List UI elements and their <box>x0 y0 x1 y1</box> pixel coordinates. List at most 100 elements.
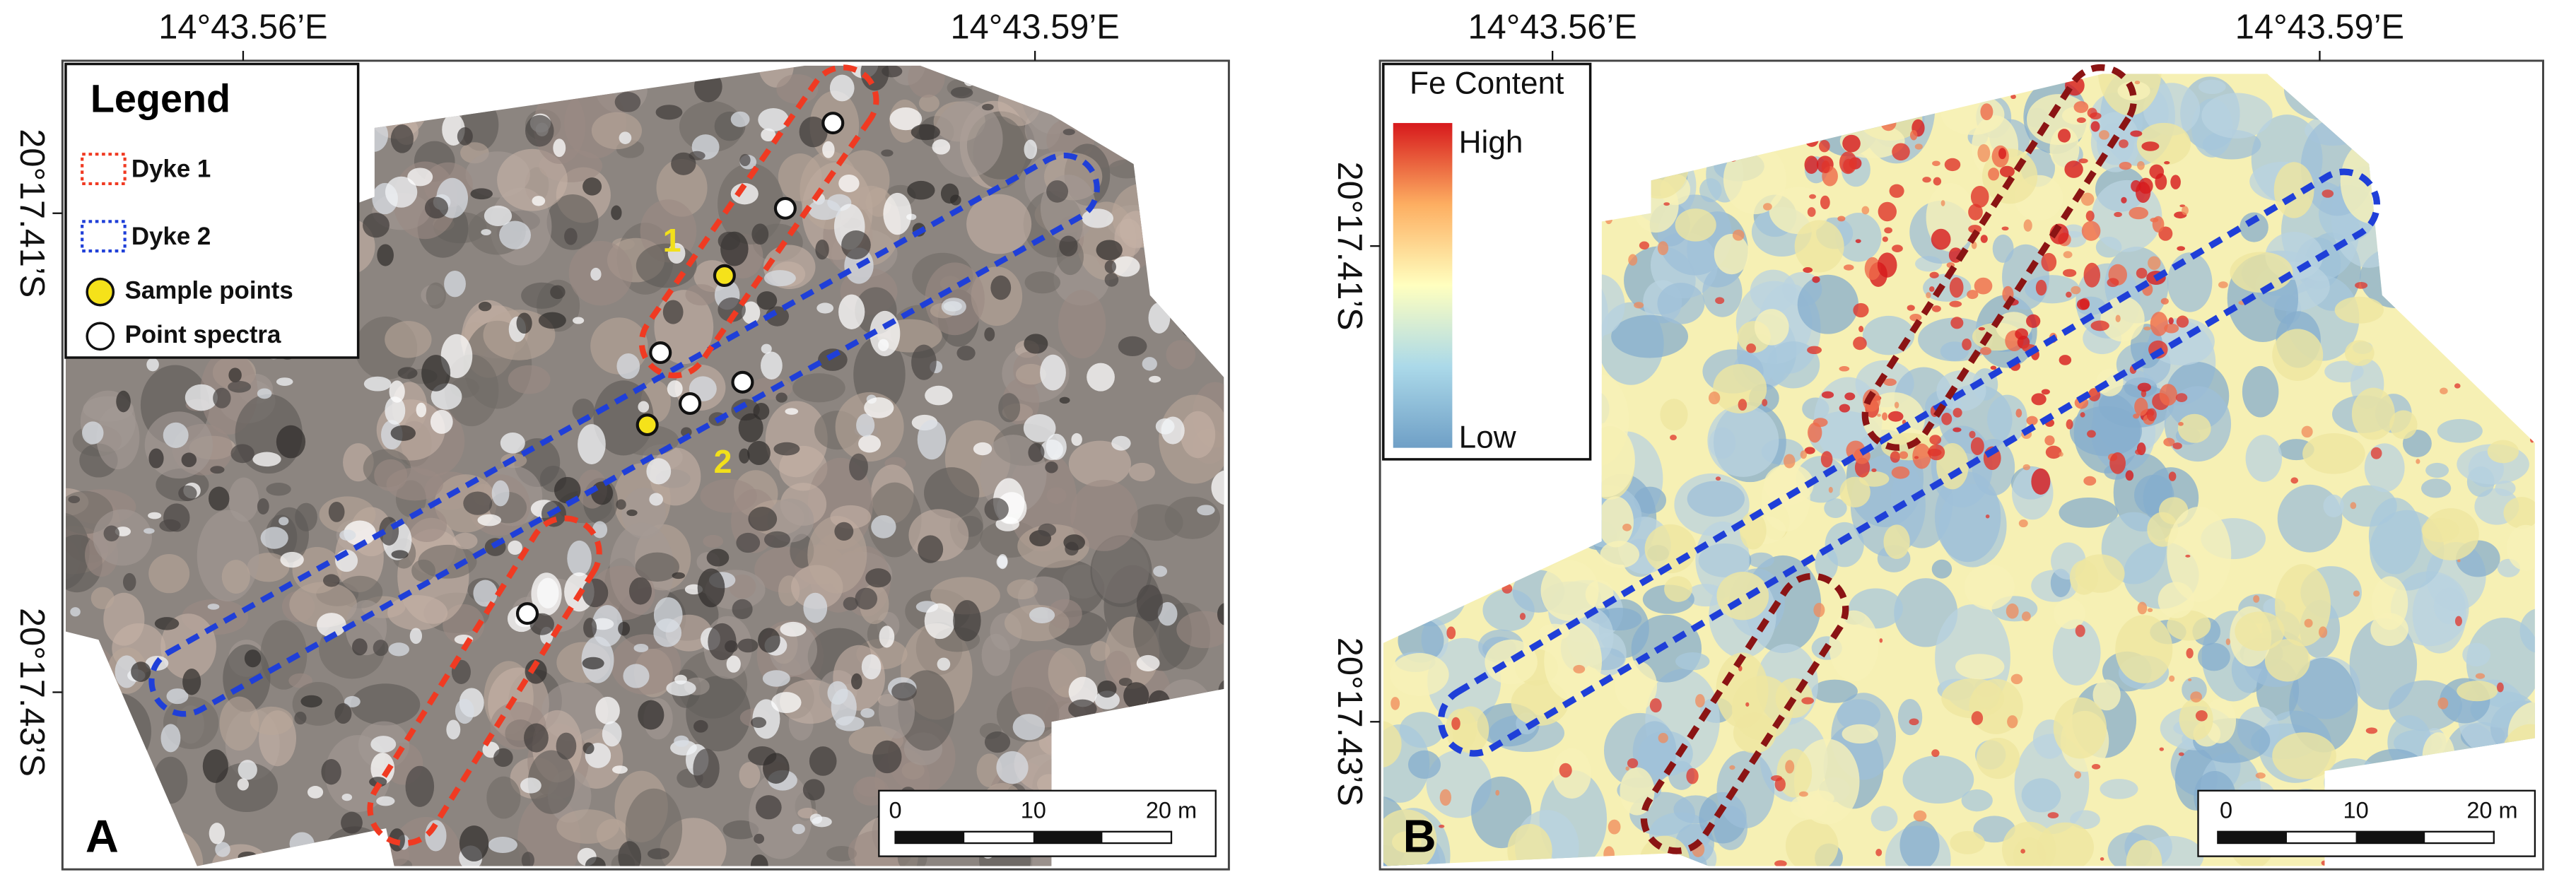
panel-label: B <box>1403 811 1436 862</box>
texture <box>1068 440 1131 487</box>
texture <box>726 655 741 673</box>
texture <box>1627 758 1639 769</box>
texture <box>2370 613 2408 647</box>
texture <box>2290 477 2299 484</box>
texture <box>956 346 976 361</box>
texture <box>148 448 164 469</box>
texture <box>706 548 730 567</box>
texture <box>2066 291 2072 298</box>
texture <box>207 604 220 610</box>
texture <box>2198 79 2226 94</box>
point-spectrum <box>821 112 845 135</box>
texture <box>508 365 551 394</box>
texture <box>739 448 750 464</box>
texture <box>1890 451 1900 463</box>
texture <box>1969 430 1976 439</box>
texture <box>737 638 759 653</box>
texture <box>1855 239 1861 243</box>
texture <box>144 528 155 534</box>
texture <box>763 753 790 784</box>
texture <box>2167 506 2232 603</box>
texture <box>524 723 549 753</box>
texture <box>1812 276 1820 283</box>
texture <box>2092 180 2162 252</box>
texture <box>2185 554 2191 558</box>
texture <box>2225 638 2231 645</box>
texture <box>1598 496 1634 548</box>
texture <box>385 396 406 425</box>
texture <box>409 628 423 645</box>
texture <box>626 510 638 517</box>
texture <box>647 848 669 859</box>
texture <box>2507 524 2535 571</box>
texture <box>1940 200 1945 206</box>
texture <box>341 811 363 834</box>
texture <box>387 595 448 630</box>
texture <box>1059 235 1078 257</box>
texture <box>279 517 289 526</box>
texture <box>693 719 708 733</box>
texture <box>1045 461 1058 474</box>
texture <box>1118 336 1147 357</box>
texture <box>1391 697 1400 710</box>
texture <box>2083 262 2101 288</box>
texture <box>1197 505 1215 516</box>
texture <box>2275 564 2331 647</box>
texture <box>373 640 389 657</box>
texture <box>1090 535 1152 607</box>
texture <box>2487 440 2519 464</box>
texture <box>411 559 436 582</box>
texture <box>1794 220 1844 273</box>
texture <box>2002 244 2049 310</box>
texture <box>1798 791 1808 797</box>
texture <box>228 477 259 522</box>
texture <box>390 425 416 441</box>
texture <box>1899 820 1940 866</box>
texture <box>871 515 896 539</box>
texture <box>2240 212 2268 242</box>
texture <box>228 380 252 393</box>
texture <box>2063 251 2073 259</box>
texture <box>491 480 510 507</box>
texture <box>623 664 650 688</box>
point-spectrum <box>515 602 539 625</box>
texture <box>582 578 609 608</box>
texture <box>2088 388 2101 402</box>
texture <box>1870 806 1898 832</box>
texture <box>2137 601 2148 615</box>
texture <box>1949 277 1964 298</box>
texture <box>940 183 959 204</box>
legend-low: Low <box>1459 420 1516 455</box>
texture <box>2119 139 2129 148</box>
texture <box>1695 694 1705 708</box>
texture <box>1892 245 1903 252</box>
texture <box>2190 691 2202 702</box>
texture <box>1990 365 1997 370</box>
texture <box>488 837 517 854</box>
texture <box>2021 611 2031 622</box>
texture <box>307 786 324 799</box>
texture <box>430 409 453 434</box>
texture <box>481 229 491 236</box>
texture <box>421 355 451 392</box>
texture <box>2159 747 2165 751</box>
texture <box>1519 613 1526 620</box>
texture <box>260 527 288 549</box>
texture <box>1970 437 1984 456</box>
point-spectrum <box>649 341 672 365</box>
texture <box>1176 611 1224 649</box>
texture <box>182 669 201 695</box>
texture <box>160 724 181 753</box>
texture <box>2049 127 2080 170</box>
texture <box>582 742 595 755</box>
texture <box>1891 466 1910 479</box>
texture <box>446 719 461 740</box>
texture <box>1383 809 1437 866</box>
texture <box>1399 712 1444 748</box>
texture <box>829 74 855 102</box>
texture <box>1811 679 1858 703</box>
dyke-1-outline <box>638 64 879 379</box>
texture <box>1842 724 1878 744</box>
texture <box>1861 206 1870 215</box>
texture <box>2041 389 2050 395</box>
